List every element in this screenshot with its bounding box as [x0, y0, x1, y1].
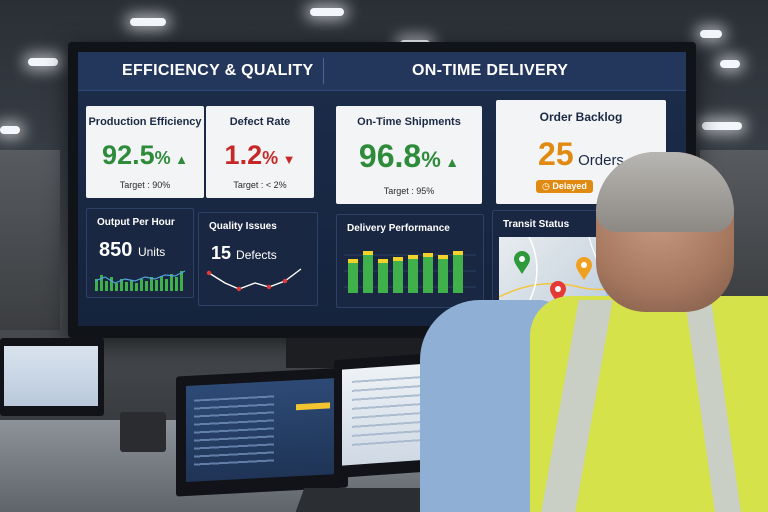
order-backlog-card[interactable]: Order Backlog 25 Orders ◷ Delayed: [496, 100, 666, 204]
target-label: Target : 95%: [383, 186, 435, 196]
arrow-up-icon: ▲: [445, 154, 460, 170]
delivery-bar-chart: [344, 251, 476, 293]
worker-hair: [596, 152, 734, 232]
screen-rows: [194, 395, 274, 470]
production-efficiency-card[interactable]: Production Efficiency 92.5% ▲ Target : 9…: [86, 106, 204, 198]
ceiling-light: [702, 122, 742, 130]
value-number: 96.8: [358, 138, 422, 174]
value-unit: %: [421, 147, 441, 172]
on-time-shipments-card[interactable]: On-Time Shipments 96.8% ▲ Target : 95%: [336, 106, 482, 204]
value-unit: Orders: [578, 152, 624, 169]
delayed-badge: ◷ Delayed: [536, 180, 593, 193]
badge-label: Delayed: [552, 181, 587, 191]
output-per-hour-card[interactable]: Output Per Hour 850 Units: [86, 208, 194, 298]
dashboard-header: EFFICIENCY & QUALITY ON-TIME DELIVERY: [78, 52, 686, 91]
center-small-monitor: [176, 367, 348, 497]
warehouse-shelf: [0, 150, 60, 330]
value-number: 25: [538, 136, 574, 172]
arrow-up-icon: ▲: [175, 152, 188, 167]
dashboard-screen: EFFICIENCY & QUALITY ON-TIME DELIVERY Pr…: [78, 52, 686, 326]
ceiling-light: [310, 8, 344, 16]
value-number: 92.5: [102, 140, 155, 170]
defect-value: 1.2% ▼: [206, 140, 314, 171]
main-monitor: EFFICIENCY & QUALITY ON-TIME DELIVERY Pr…: [68, 42, 696, 338]
ceiling-light: [28, 58, 58, 66]
value-number: 15: [211, 243, 232, 263]
pen-holder: [120, 412, 166, 452]
map-pin-icon: [576, 257, 592, 280]
efficiency-value: 92.5% ▲: [86, 140, 204, 171]
card-title: On-Time Shipments: [357, 116, 461, 128]
card-title: Output Per Hour: [97, 217, 175, 228]
ceiling-light: [130, 18, 166, 26]
card-title: Defect Rate: [229, 116, 291, 128]
output-value: 850 Units: [99, 239, 165, 262]
quality-issues-card[interactable]: Quality Issues 15 Defects: [198, 212, 318, 306]
defect-rate-card[interactable]: Defect Rate 1.2% ▼ Target : < 2%: [206, 106, 314, 198]
delivery-performance-card[interactable]: Delivery Performance: [336, 214, 484, 308]
target-label: Target : 90%: [119, 180, 171, 190]
card-title: Quality Issues: [209, 221, 277, 232]
clock-icon: ◷: [542, 181, 550, 191]
value-unit: %: [262, 148, 279, 168]
ceiling-light: [720, 60, 740, 68]
value-unit: Defects: [236, 248, 277, 262]
right-header-title: ON-TIME DELIVERY: [412, 62, 569, 79]
screen-highlight: [296, 402, 330, 411]
value-number: 850: [99, 239, 133, 261]
shipments-value: 96.8% ▲: [336, 138, 482, 175]
quality-trend-line: [206, 268, 302, 292]
quality-value: 15 Defects: [211, 243, 277, 264]
value-unit: %: [154, 148, 171, 168]
left-small-screen: [4, 346, 98, 406]
map-pin-icon: [514, 251, 530, 274]
center-small-screen: [186, 378, 338, 482]
ceiling-light: [0, 126, 20, 134]
left-small-monitor: [0, 338, 104, 416]
left-header-title: EFFICIENCY & QUALITY: [122, 62, 314, 79]
ceiling-light: [700, 30, 722, 38]
card-title: Order Backlog: [539, 110, 623, 124]
arrow-down-icon: ▼: [282, 152, 296, 167]
header-divider: [323, 58, 324, 84]
card-title: Production Efficiency: [88, 116, 202, 128]
map-pin-icon: [550, 281, 566, 304]
card-title: Transit Status: [503, 219, 570, 230]
card-title: Delivery Performance: [347, 223, 450, 234]
value-number: 1.2: [224, 140, 263, 170]
target-label: Target : < 2%: [233, 180, 287, 190]
output-sparkline: [94, 270, 186, 291]
keyboard: [295, 488, 435, 512]
backlog-value: 25 Orders: [496, 136, 666, 173]
value-unit: Units: [137, 245, 166, 259]
